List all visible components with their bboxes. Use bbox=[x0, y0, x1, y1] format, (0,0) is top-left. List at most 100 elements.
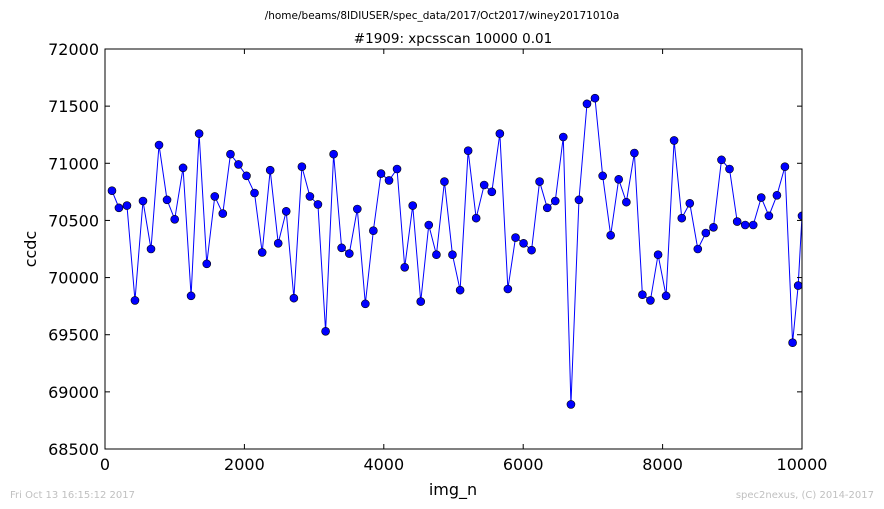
data-point bbox=[725, 164, 734, 174]
series-group bbox=[107, 93, 802, 409]
data-point bbox=[384, 176, 394, 185]
data-point bbox=[519, 238, 528, 248]
y-tick-label: 69000 bbox=[48, 383, 99, 402]
data-point bbox=[107, 186, 117, 196]
data-point bbox=[130, 296, 140, 305]
footer-timestamp: Fri Oct 13 16:15:12 2017 bbox=[10, 490, 135, 501]
data-point bbox=[448, 250, 457, 260]
data-point bbox=[257, 248, 267, 257]
data-point bbox=[748, 220, 758, 230]
data-point bbox=[114, 203, 124, 213]
data-point bbox=[424, 220, 434, 230]
data-point bbox=[527, 245, 536, 255]
data-point bbox=[162, 195, 172, 205]
data-point bbox=[764, 211, 774, 221]
data-point bbox=[622, 197, 631, 207]
y-tick-label: 69500 bbox=[48, 326, 99, 345]
series-layer bbox=[107, 93, 802, 409]
x-tick-label: 2000 bbox=[224, 455, 265, 474]
data-point bbox=[582, 99, 592, 109]
data-point bbox=[186, 291, 196, 301]
x-tick-label: 10000 bbox=[777, 455, 828, 474]
footer-credit: spec2nexus, (C) 2014-2017 bbox=[736, 490, 874, 501]
data-point bbox=[535, 177, 544, 186]
data-point bbox=[574, 195, 584, 205]
x-tick-label: 6000 bbox=[503, 455, 544, 474]
data-point bbox=[646, 296, 655, 305]
data-point bbox=[797, 211, 802, 221]
data-point bbox=[265, 165, 275, 175]
data-point bbox=[194, 129, 204, 138]
data-point bbox=[408, 201, 418, 210]
y-tick-label: 71500 bbox=[48, 97, 99, 116]
data-point bbox=[566, 400, 576, 409]
data-point bbox=[740, 220, 750, 230]
data-point bbox=[337, 243, 346, 253]
data-point bbox=[329, 149, 338, 159]
data-point bbox=[638, 290, 647, 300]
data-point bbox=[772, 190, 782, 200]
data-point bbox=[178, 163, 188, 173]
x-tick-label: 4000 bbox=[363, 455, 404, 474]
data-point bbox=[487, 187, 497, 197]
y-tick-label: 72000 bbox=[48, 40, 99, 59]
y-tick-label: 71000 bbox=[48, 154, 99, 173]
chart-suptitle: /home/beams/8IDIUSER/spec_data/2017/Oct2… bbox=[265, 10, 620, 22]
data-point bbox=[606, 230, 615, 240]
data-point bbox=[756, 193, 766, 202]
data-point bbox=[717, 155, 726, 165]
data-point bbox=[400, 262, 410, 272]
data-point bbox=[550, 196, 560, 206]
data-point bbox=[455, 285, 465, 295]
data-point bbox=[210, 192, 220, 201]
x-tick-label: 8000 bbox=[642, 455, 683, 474]
data-point bbox=[234, 160, 243, 169]
data-point bbox=[392, 164, 402, 174]
plot-frame bbox=[104, 48, 803, 450]
data-point bbox=[202, 259, 212, 269]
data-point bbox=[353, 204, 362, 214]
data-point bbox=[305, 192, 315, 201]
data-point bbox=[630, 148, 639, 158]
data-point bbox=[780, 162, 790, 172]
plot-area bbox=[105, 49, 802, 449]
data-point bbox=[677, 213, 687, 223]
data-point bbox=[376, 169, 386, 178]
data-point bbox=[495, 129, 505, 138]
data-point bbox=[416, 297, 426, 306]
data-point bbox=[661, 291, 671, 301]
data-point bbox=[289, 293, 299, 303]
data-point bbox=[369, 226, 378, 236]
data-point bbox=[321, 326, 330, 336]
data-point bbox=[218, 209, 228, 218]
data-point bbox=[154, 140, 164, 150]
data-point bbox=[170, 214, 179, 224]
data-point bbox=[542, 203, 552, 213]
data-point bbox=[138, 196, 148, 206]
data-point bbox=[344, 249, 354, 258]
data-point bbox=[226, 149, 235, 159]
data-point bbox=[297, 162, 307, 172]
data-point bbox=[558, 132, 568, 142]
data-point bbox=[432, 250, 441, 260]
data-point bbox=[440, 177, 449, 186]
y-tick-label: 70500 bbox=[48, 211, 99, 230]
data-point bbox=[281, 206, 291, 216]
chart-title: #1909: xpcsscan 10000 0.01 bbox=[354, 31, 552, 47]
data-point bbox=[653, 250, 663, 260]
y-tick-label: 68500 bbox=[48, 440, 99, 459]
data-point bbox=[701, 228, 711, 238]
y-axis-label: ccdc bbox=[21, 231, 40, 268]
data-point bbox=[122, 201, 132, 210]
data-point bbox=[242, 171, 251, 181]
data-point bbox=[669, 136, 679, 145]
data-point bbox=[471, 213, 481, 223]
data-point bbox=[146, 244, 156, 254]
data-point bbox=[793, 281, 802, 290]
data-point bbox=[614, 174, 623, 184]
data-point bbox=[463, 146, 473, 156]
data-point bbox=[479, 180, 489, 190]
data-point bbox=[313, 200, 323, 209]
data-point bbox=[598, 171, 607, 181]
data-point bbox=[685, 198, 695, 208]
